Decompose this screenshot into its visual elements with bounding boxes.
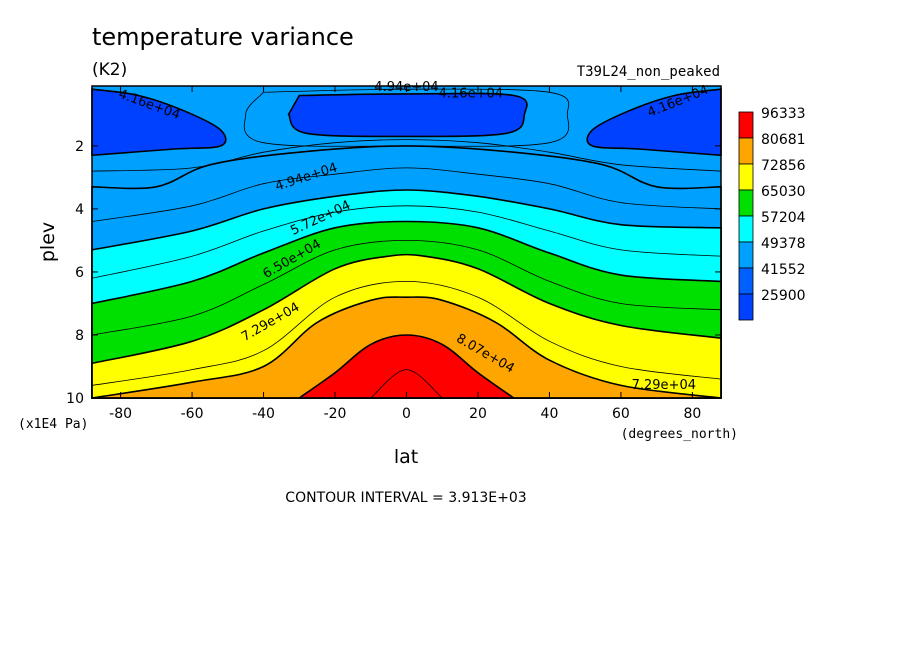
y-tick-label: 6: [75, 265, 84, 281]
contour-line: [91, 167, 722, 222]
contour-label: 7.29e+04: [632, 378, 696, 393]
legend-label: 80681: [761, 132, 806, 148]
contour-line: [91, 280, 722, 386]
x-tick-label: 40: [541, 406, 559, 422]
contour-line: [91, 139, 722, 172]
min-region: [287, 92, 528, 138]
plot-area: 4.16e+04 4.94e+04 4.16e+04 4.16e+044.94e+04…: [91, 80, 722, 399]
contour-interval-note: CONTOUR INTERVAL = 3.913E+03: [285, 490, 526, 506]
contour-label: 4.16e+04: [439, 86, 503, 101]
legend-swatch: [738, 293, 754, 321]
legend-label: 96333: [761, 106, 806, 122]
x-axis-label: lat: [394, 446, 418, 468]
x-tick-label: 0: [402, 406, 411, 422]
legend-label: 41552: [761, 262, 806, 278]
chart-units: (K2): [92, 60, 127, 80]
legend-label: 72856: [761, 158, 806, 174]
min-region: [91, 88, 227, 157]
y-axis-ticks: 2 4 6 8 10: [66, 139, 721, 407]
x-tick-label: 20: [469, 406, 487, 422]
y-tick-label: 2: [75, 139, 84, 155]
x-tick-label: 60: [612, 406, 630, 422]
thin-contours: [91, 88, 722, 399]
x-tick-label: 80: [683, 406, 701, 422]
legend-swatch: [738, 163, 754, 191]
legend-swatch: [738, 137, 754, 165]
legend-swatch: [738, 189, 754, 217]
legend-label: 49378: [761, 236, 806, 252]
contour-band: [296, 334, 517, 399]
legend-swatch: [738, 215, 754, 243]
min-region: [586, 88, 722, 157]
x-tick-label: -60: [181, 406, 204, 422]
x-axis-units: (degrees_north): [621, 427, 738, 442]
legend-label: 57204: [761, 210, 806, 226]
legend-swatch: [738, 111, 754, 139]
legend-swatch: [738, 241, 754, 269]
min-regions: [91, 88, 722, 157]
x-tick-label: -20: [324, 406, 347, 422]
x-tick-label: -80: [109, 406, 132, 422]
contour-line: [91, 205, 722, 279]
legend-swatch: [738, 267, 754, 295]
y-tick-label: 10: [66, 391, 84, 407]
contour-line: [243, 88, 570, 147]
y-tick-label: 4: [75, 202, 84, 218]
y-axis-units: (x1E4 Pa): [18, 417, 88, 432]
x-axis-ticks: -80 -60 -40 -20 0 20 40 60 80: [109, 86, 701, 422]
y-axis-label: plev: [37, 222, 59, 262]
chart-title: temperature variance: [92, 23, 354, 51]
contour-line: [370, 369, 443, 399]
contour-line: [91, 239, 722, 336]
color-legend: 96333 80681 72856 65030 57204 49378 41552 25900: [738, 106, 806, 321]
legend-label: 25900: [761, 288, 806, 304]
y-tick-label: 8: [75, 328, 84, 344]
x-tick-label: -40: [252, 406, 275, 422]
contour-bands: [91, 145, 722, 399]
legend-label: 65030: [761, 184, 806, 200]
case-label: T39L24_non_peaked: [577, 64, 720, 80]
